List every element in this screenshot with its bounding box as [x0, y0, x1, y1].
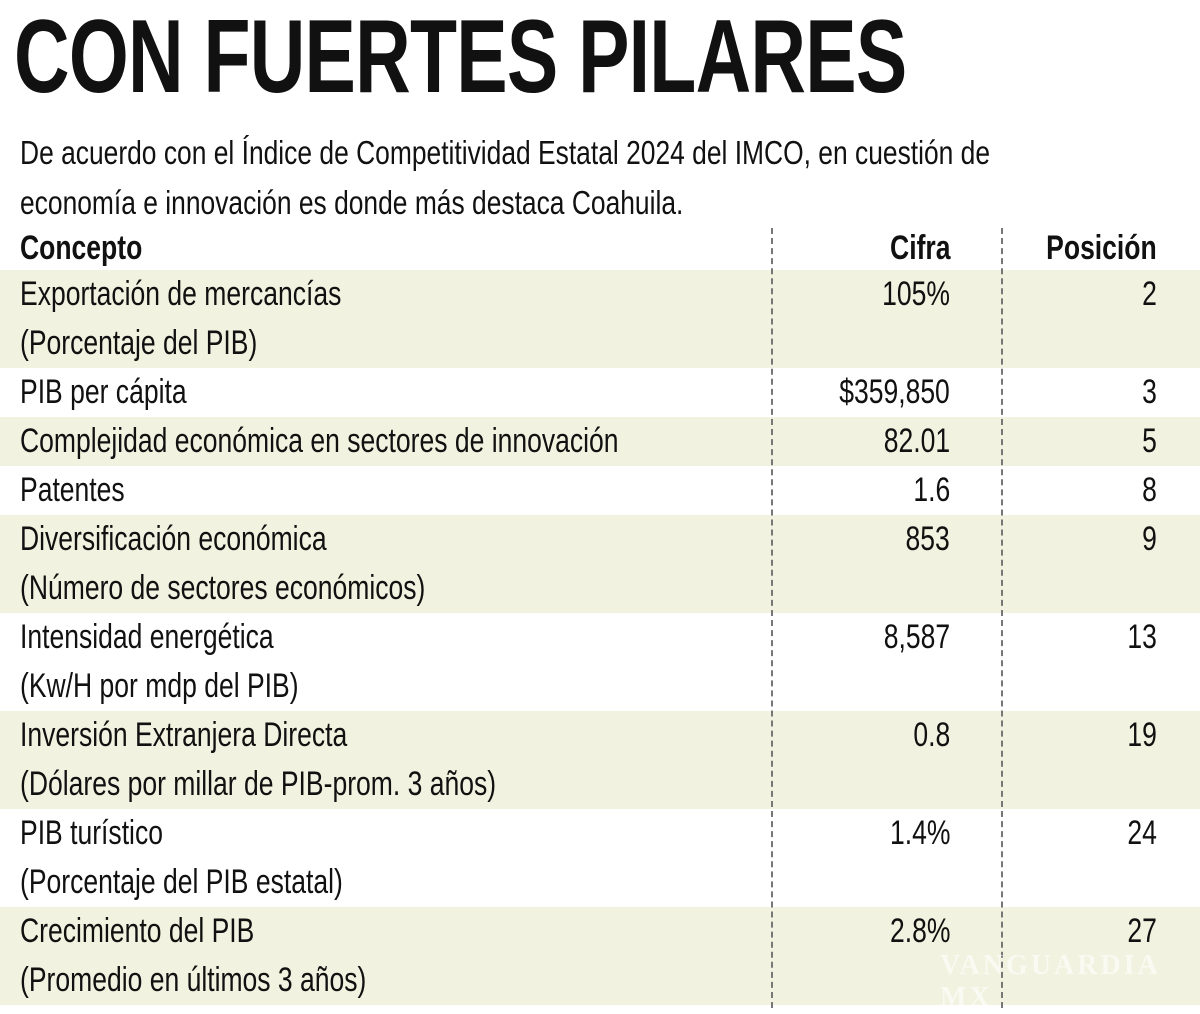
table-row: Crecimiento del PIB (Promedio en últimos … [0, 907, 1200, 1005]
concepto-text: Crecimiento del PIB [20, 912, 255, 950]
posicion-cell: 2 [1142, 275, 1157, 313]
table-row: PIB turístico (Porcentaje del PIB estatal… [0, 809, 1200, 907]
concepto-text: Exportación de mercancías [20, 275, 342, 313]
concepto-text: Patentes [20, 471, 125, 509]
cifra-cell: 8,587 [883, 618, 950, 656]
concepto-note: (Kw/H por mdp del PIB) [20, 667, 299, 705]
table-row: Diversificación económica (Número de sect… [0, 515, 1200, 613]
cifra-cell: 82.01 [883, 422, 950, 460]
concepto-cell: Patentes [20, 466, 154, 515]
table-row: Intensidad energética (Kw/H por mdp del P… [0, 613, 1200, 711]
concepto-note: (Número de sectores económicos) [20, 569, 426, 607]
cifra-cell: $359,850 [839, 373, 950, 411]
table-row: PIB per cápita $359,850 3 [0, 368, 1200, 417]
cifra-cell: 2.8% [889, 912, 950, 950]
table-header: Concepto Cifra Posición [0, 224, 1200, 270]
posicion-cell: 8 [1142, 471, 1157, 509]
watermark: VANGUARDIA MX [940, 950, 1160, 1013]
concepto-text: PIB per cápita [20, 373, 187, 411]
concepto-cell: Inversión Extranjera Directa (Dólares por… [20, 711, 630, 809]
concepto-note: (Porcentaje del PIB estatal) [20, 863, 343, 901]
concepto-text: Inversión Extranjera Directa [20, 716, 348, 754]
cifra-cell: 0.8 [913, 716, 950, 754]
subtitle-line: De acuerdo con el Índice de Competitivid… [20, 134, 991, 171]
posicion-cell: 13 [1127, 618, 1157, 656]
subtitle-line: economía e innovación es donde más desta… [20, 184, 684, 221]
concepto-text: Diversificación económica [20, 520, 327, 558]
concepto-cell: Crecimiento del PIB (Promedio en últimos … [20, 907, 464, 1005]
concepto-note: (Dólares por millar de PIB-prom. 3 años) [20, 765, 497, 803]
concepto-note: (Porcentaje del PIB) [20, 324, 258, 362]
table-row: Complejidad económica en sectores de inn… [0, 417, 1200, 466]
concepto-cell: PIB per cápita [20, 368, 234, 417]
concepto-cell: Intensidad energética (Kw/H por mdp del P… [20, 613, 377, 711]
subtitle: De acuerdo con el Índice de Competitivid… [20, 128, 1200, 228]
column-divider [1001, 228, 1003, 1008]
concepto-cell: Complejidad económica en sectores de inn… [20, 417, 787, 466]
cifra-cell: 1.6 [913, 471, 950, 509]
header-concepto: Concepto [20, 229, 143, 267]
posicion-cell: 27 [1127, 912, 1157, 950]
concepto-cell: Exportación de mercancías (Porcentaje del… [20, 270, 432, 368]
cifra-cell: 1.4% [889, 814, 950, 852]
concepto-text: Intensidad energética [20, 618, 274, 656]
concepto-text: PIB turístico [20, 814, 163, 852]
table-row: Patentes 1.6 8 [0, 466, 1200, 515]
concepto-cell: Diversificación económica (Número de sect… [20, 515, 540, 613]
data-table: Concepto Cifra Posición Exportación de m… [0, 224, 1200, 1005]
posicion-cell: 3 [1142, 373, 1157, 411]
column-divider [771, 228, 773, 1008]
header-cifra: Cifra [889, 229, 950, 267]
posicion-cell: 24 [1127, 814, 1157, 852]
posicion-cell: 5 [1142, 422, 1157, 460]
cifra-cell: 105% [882, 275, 950, 313]
cifra-cell: 853 [905, 520, 950, 558]
header-posicion: Posición [1046, 229, 1157, 267]
headline: CON FUERTES PILARES [14, 0, 907, 115]
posicion-cell: 19 [1127, 716, 1157, 754]
table-row: Inversión Extranjera Directa (Dólares por… [0, 711, 1200, 809]
table-row: Exportación de mercancías (Porcentaje del… [0, 270, 1200, 368]
concepto-cell: PIB turístico (Porcentaje del PIB estatal… [20, 809, 434, 907]
posicion-cell: 9 [1142, 520, 1157, 558]
concepto-note: (Promedio en últimos 3 años) [20, 961, 367, 999]
concepto-text: Complejidad económica en sectores de inn… [20, 422, 619, 460]
